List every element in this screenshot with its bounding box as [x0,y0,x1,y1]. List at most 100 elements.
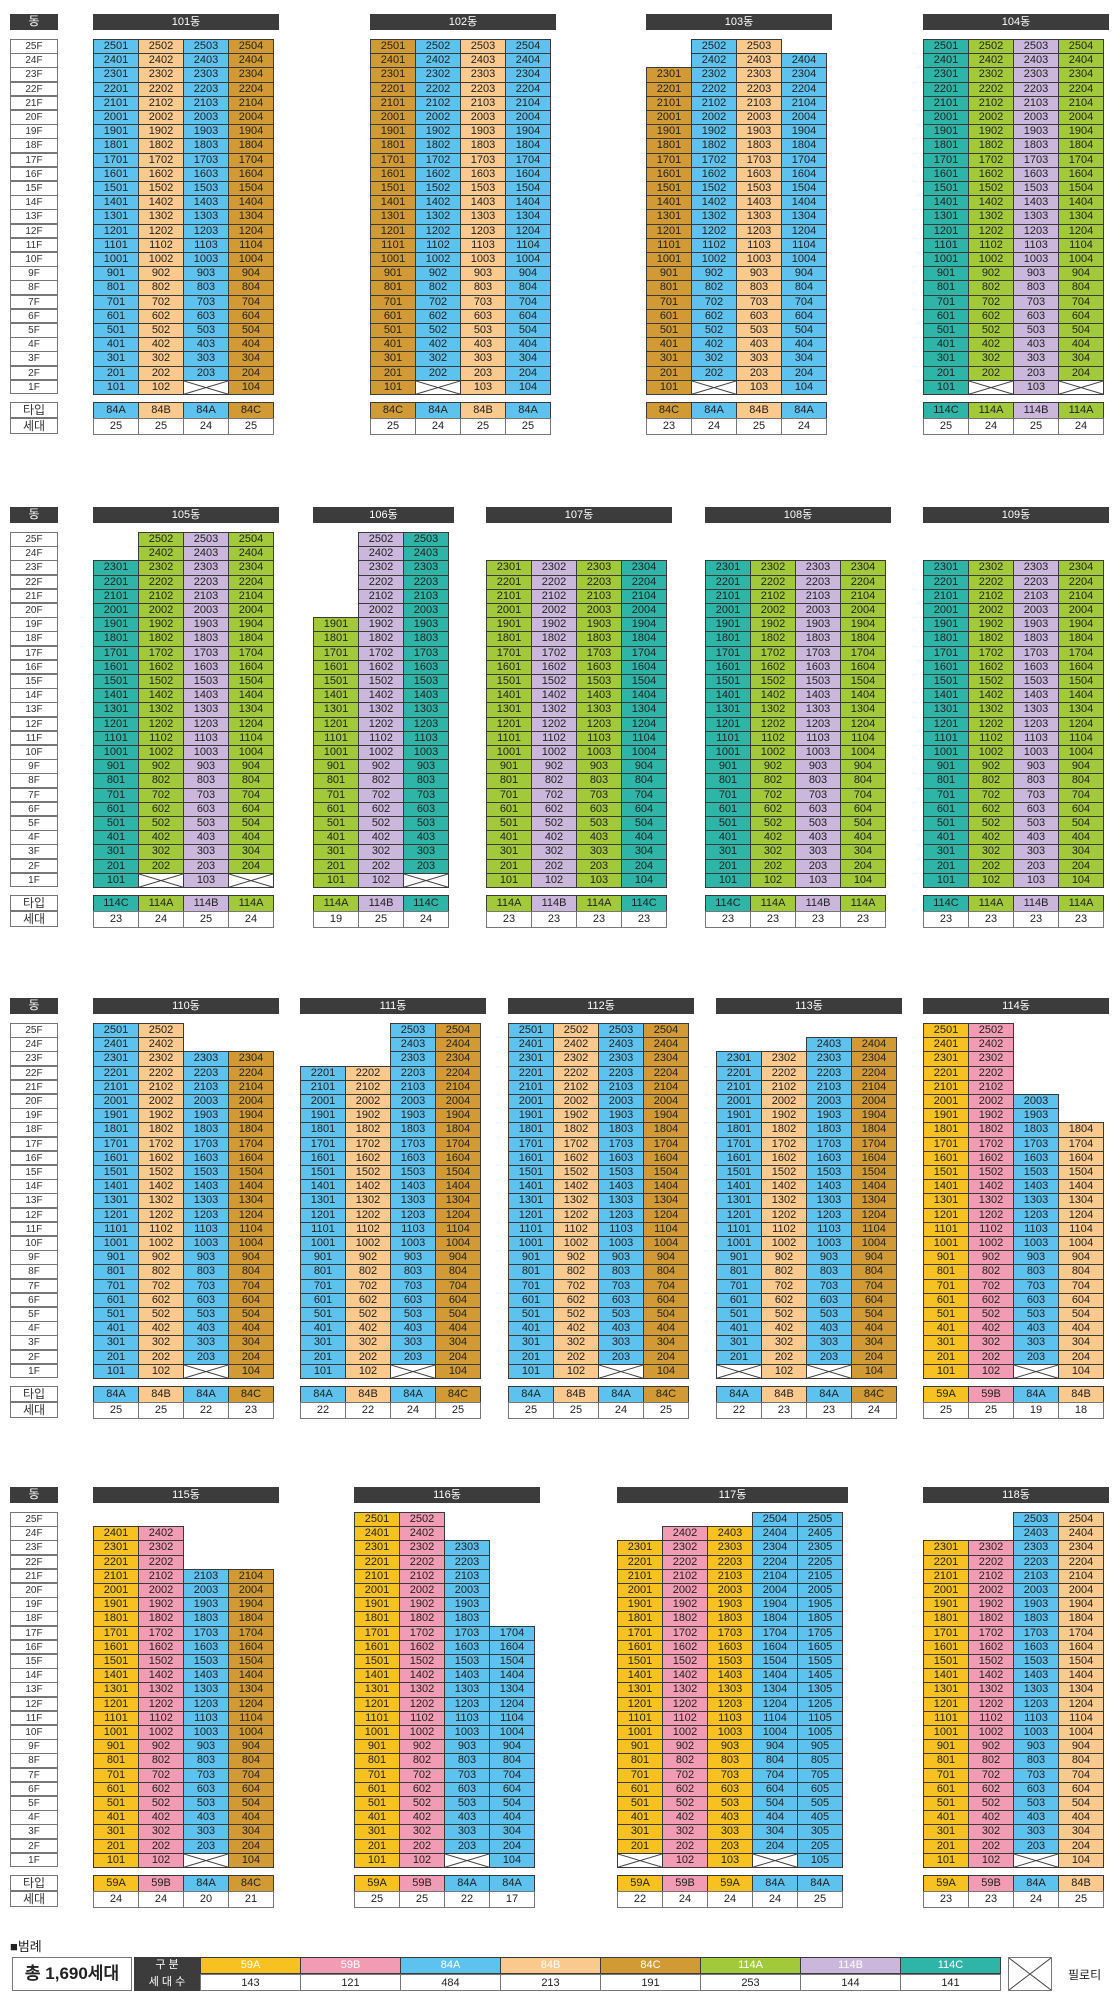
type-cell: 59A [617,1875,663,1892]
floor-label: 21F [10,588,58,604]
unit-cell: 203 [403,858,449,874]
unit-cell: 1004 [643,1236,689,1252]
unit-cell: 1201 [923,223,969,239]
unit-cell: 204 [840,858,886,874]
unit-cell: 1703 [707,1625,753,1641]
unit-cell: 2501 [354,1512,400,1528]
unit-cell: 704 [1058,787,1104,803]
unit-cell: 2202 [358,574,404,590]
unit-cell: 2202 [138,1065,184,1081]
unit-cell: 2301 [508,1051,554,1067]
unit-cell: 1301 [354,1682,400,1698]
unit-cell: 2501 [93,1023,139,1039]
unit-cell: 404 [228,830,274,846]
unit-cell: 1002 [345,1236,391,1252]
unit-cell: 2201 [705,574,751,590]
unit-cell: 301 [300,1335,346,1351]
unit-cell: 402 [968,1810,1014,1826]
unit-cell: 204 [851,1349,897,1365]
unit-cell: 204 [643,1349,689,1365]
unit-cell: 903 [1013,1250,1059,1266]
type-cell: 84C [228,402,274,419]
unit-cell: 1302 [138,1193,184,1209]
unit-cell: 1301 [923,1682,969,1698]
unit-cell: 1803 [576,631,622,647]
unit-cell: 1401 [93,195,139,211]
unit-cell: 804 [781,280,827,296]
unit-cell: 1002 [968,745,1014,761]
unit-cell: 1504 [435,1165,481,1181]
unit-cell: 2303 [795,560,841,576]
unit-cell: 1102 [968,237,1014,253]
unit-cell: 2004 [621,603,667,619]
floor-label: 7F [10,294,58,310]
unit-cell: 2105 [797,1568,843,1584]
unit-cell: 1103 [183,730,229,746]
unit-cell: 902 [750,759,796,775]
unit-cell: 1804 [840,631,886,647]
unit-cell: 604 [228,308,274,324]
unit-cell: 302 [968,844,1014,860]
unit-cell: 2503 [598,1023,644,1039]
unit-cell: 1701 [93,1625,139,1641]
unit-cell: 1902 [138,1597,184,1613]
type-cell: 59B [138,1875,184,1892]
unit-cell: 2401 [370,53,416,69]
unit-cell: 1601 [646,166,692,182]
unit-cell: 1901 [923,617,969,633]
unit-cell: 403 [736,337,782,353]
household-count-cell: 19 [313,911,359,928]
unit-cell: 801 [716,1264,762,1280]
legend-pilotis-swatch [1008,1957,1052,1991]
unit-cell: 1702 [553,1136,599,1152]
unit-cell: 1801 [313,631,359,647]
unit-cell: 1801 [716,1122,762,1138]
type-cell: 114B [1013,402,1059,419]
unit-cell: 2001 [354,1583,400,1599]
unit-cell: 104 [505,379,551,395]
unit-cell: 1402 [358,688,404,704]
unit-cell: 2202 [138,574,184,590]
type-cell: 84A [415,402,461,419]
unit-cell: 2104 [1058,588,1104,604]
unit-cell: 402 [138,1321,184,1337]
unit-cell: 1101 [923,237,969,253]
unit-cell: 1503 [460,181,506,197]
unit-cell: 704 [228,1278,274,1294]
unit-cell: 1704 [505,152,551,168]
unit-cell: 1903 [183,1108,229,1124]
unit-cell: 204 [228,1838,274,1854]
unit-cell: 1204 [228,223,274,239]
type-cell: 84A [183,1875,229,1892]
household-count-cell: 25 [643,1402,689,1419]
type-cell: 84C [851,1386,897,1403]
unit-cell: 1304 [643,1193,689,1209]
unit-cell: 1603 [736,166,782,182]
unit-cell: 1303 [707,1682,753,1698]
unit-cell: 1302 [399,1682,445,1698]
unit-cell: 2205 [797,1554,843,1570]
floor-label: 24F [10,546,58,561]
unit-cell: 2101 [923,1079,969,1095]
unit-cell: 604 [228,801,274,817]
unit-cell: 104 [228,379,274,395]
unit-cell: 2104 [505,95,551,111]
unit-cell: 104 [851,1363,897,1379]
unit-cell: 702 [750,787,796,803]
unit-cell: 1502 [750,674,796,690]
unit-cell: 803 [795,773,841,789]
unit-cell: 604 [840,801,886,817]
unit-cell: 101 [486,872,532,888]
unit-cell: 1403 [183,195,229,211]
unit-cell: 1204 [752,1696,798,1712]
unit-cell: 801 [93,1264,139,1280]
unit-cell: 504 [1058,1796,1104,1812]
unit-cell: 2002 [553,1094,599,1110]
unit-cell: 304 [643,1335,689,1351]
unit-cell: 604 [228,1292,274,1308]
unit-cell: 1301 [508,1193,554,1209]
unit-cell: 1502 [399,1654,445,1670]
unit-cell: 1904 [1058,617,1104,633]
unit-cell: 202 [750,858,796,874]
unit-cell: 1502 [968,1165,1014,1181]
